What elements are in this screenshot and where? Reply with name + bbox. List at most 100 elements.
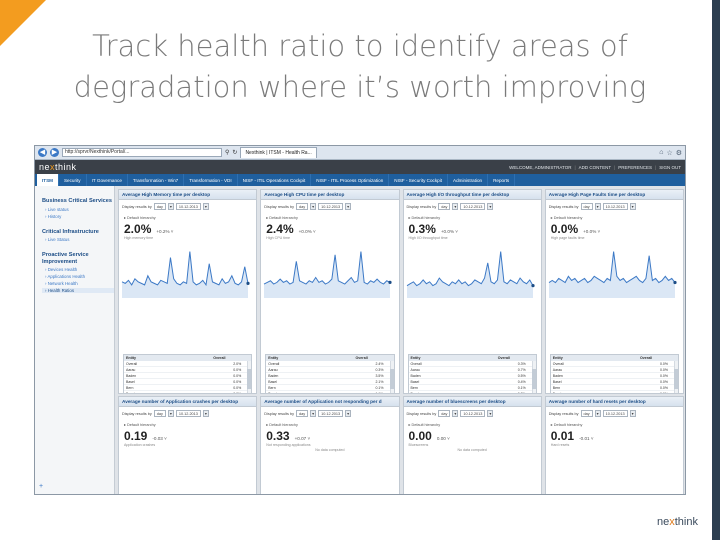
browser-tab[interactable]: Nexthink | ITSM - Health Ra... [240, 147, 317, 158]
table-row[interactable]: Bussigny0.2% [409, 391, 536, 393]
table-row[interactable]: Bern 0.0% [124, 385, 252, 392]
chevron-down-icon[interactable]: ▾ [594, 203, 601, 210]
table-row[interactable]: Overall 2.4% [266, 361, 394, 368]
hierarchy-selector[interactable]: ▸ Default hierarchy [546, 417, 683, 427]
period-select[interactable]: day [153, 203, 166, 210]
preferences-link[interactable]: PREFERENCES [618, 164, 653, 170]
date-field[interactable]: 10.12.2013 [602, 410, 628, 417]
scroll-thumb[interactable] [531, 369, 536, 389]
nav-itil-operations[interactable]: NISF - ITIL Operations Cockpit [238, 174, 312, 186]
table-row[interactable]: Aarau 0.0% [124, 367, 252, 374]
hierarchy-selector[interactable]: ▸ Default hierarchy [261, 210, 398, 220]
refresh-icon[interactable]: ↻ [232, 150, 238, 156]
hierarchy-selector[interactable]: ▸ Default hierarchy [119, 417, 256, 427]
table-row[interactable]: Bern 0.1% [266, 385, 394, 392]
nav-transformation-vdi[interactable]: Transformation - VDI [184, 174, 238, 186]
hierarchy-selector[interactable]: ▸ Default hierarchy [546, 210, 683, 220]
table-scrollbar[interactable] [389, 361, 394, 393]
table-row[interactable]: Baden 0.0% [550, 373, 678, 380]
table-row[interactable]: Aarau 0.0% [550, 367, 678, 374]
home-icon[interactable]: ⌂ [659, 148, 664, 156]
period-select[interactable]: day [438, 203, 451, 210]
star-icon[interactable]: ☆ [666, 149, 673, 157]
chevron-down-icon[interactable]: ▾ [487, 203, 494, 210]
column-header-overall[interactable]: Overall [640, 356, 653, 360]
nav-reports[interactable]: Reports [488, 174, 516, 186]
chevron-down-icon[interactable]: ▾ [310, 410, 317, 417]
chevron-down-icon[interactable]: ▾ [452, 410, 459, 417]
hierarchy-selector[interactable]: ▸ Default hierarchy [404, 210, 541, 220]
column-header-entity[interactable]: Entity [126, 356, 136, 360]
hierarchy-selector[interactable]: ▸ Default hierarchy [119, 210, 256, 220]
date-field[interactable]: 10.12.2013 [460, 203, 486, 210]
nav-itil-process[interactable]: NISF - ITIL Process Optimization [311, 174, 390, 186]
sidebar-item-live-status[interactable]: › Live status [45, 206, 69, 212]
hierarchy-selector[interactable]: ▸ Default hierarchy [261, 417, 398, 427]
scroll-thumb[interactable] [247, 369, 252, 389]
chevron-down-icon[interactable]: ▾ [202, 203, 209, 210]
address-bar[interactable]: http://sprvr/Nexthink/Portal/... [62, 148, 222, 157]
chevron-down-icon[interactable]: ▾ [345, 410, 352, 417]
scroll-thumb[interactable] [674, 369, 678, 389]
chevron-down-icon[interactable]: ▾ [594, 410, 601, 417]
table-row[interactable]: Aarau 0.3% [266, 367, 394, 374]
period-select[interactable]: day [438, 410, 451, 417]
scroll-thumb[interactable] [389, 369, 394, 389]
table-row[interactable]: Bussigny0.0% [551, 391, 678, 393]
add-content-link[interactable]: ADD CONTENT [578, 164, 612, 170]
table-row[interactable]: Baden 0.5% [408, 373, 536, 380]
table-scrollbar[interactable] [674, 361, 678, 393]
column-header-entity[interactable]: Entity [410, 356, 421, 360]
sign-out-link[interactable]: SIGN OUT [659, 164, 681, 170]
date-field[interactable]: 10.12.2013 [318, 203, 344, 210]
chevron-down-icon[interactable]: ▾ [345, 203, 352, 210]
table-row[interactable]: Bern 0.1% [408, 385, 536, 392]
date-field[interactable]: 10.12.2013 [460, 410, 486, 417]
sidebar-item-history[interactable]: › History [45, 213, 62, 219]
chevron-down-icon[interactable]: ▾ [629, 203, 636, 210]
sidebar-item-infra-live-status[interactable]: › Live Status [45, 237, 70, 242]
table-scrollbar[interactable] [531, 361, 536, 393]
period-select[interactable]: day [153, 410, 166, 417]
back-arrow-icon[interactable]: ◀ [38, 148, 47, 157]
add-icon[interactable]: + [39, 483, 44, 490]
app-logo[interactable]: nexthink [39, 162, 77, 172]
column-header-entity[interactable]: Entity [552, 356, 563, 360]
search-icon[interactable]: ⚲ [225, 150, 230, 156]
nav-transformation-win7[interactable]: Transformation - Win7 [128, 174, 185, 186]
table-row[interactable]: Overall 2.0% [124, 361, 252, 368]
nav-security[interactable]: Security [59, 174, 87, 186]
sidebar-item-health-ratios[interactable]: › Health Ratios [42, 288, 114, 293]
chevron-down-icon[interactable]: ▾ [487, 410, 494, 417]
table-row[interactable]: Baden 3.5% [266, 373, 394, 380]
chevron-down-icon[interactable]: ▾ [167, 203, 174, 210]
chevron-down-icon[interactable]: ▾ [310, 203, 317, 210]
nav-it-governance[interactable]: IT Governance [87, 174, 128, 186]
sidebar-item-devices-health[interactable]: › Devices Health [45, 267, 78, 272]
column-header-entity[interactable]: Entity [268, 356, 279, 360]
table-row[interactable]: Bussigny1.1% [266, 391, 393, 393]
table-row[interactable]: Basel 2.1% [266, 379, 394, 386]
chevron-down-icon[interactable]: ▾ [167, 410, 174, 417]
period-select[interactable]: day [296, 203, 309, 210]
table-row[interactable]: Bussigny0.0% [124, 391, 251, 393]
gear-icon[interactable]: ⚙ [675, 149, 682, 157]
column-header-overall[interactable]: Overall [213, 356, 226, 360]
table-row[interactable]: Bern 0.0% [550, 385, 678, 392]
nav-administration[interactable]: Administration [448, 174, 489, 186]
forward-arrow-icon[interactable]: ▶ [50, 148, 59, 157]
table-row[interactable]: Basel 0.0% [550, 379, 678, 386]
nav-security-cockpit[interactable]: NISF - Security Cockpit [389, 174, 448, 186]
date-field[interactable]: 10.12.2013 [602, 203, 628, 210]
date-field[interactable]: 10.12.2013 [175, 410, 201, 417]
column-header-overall[interactable]: Overall [355, 356, 368, 360]
table-row[interactable]: Basel 0.0% [124, 379, 252, 386]
table-scrollbar[interactable] [247, 361, 252, 393]
sidebar-item-network-health[interactable]: › Network Health [45, 281, 78, 286]
table-row[interactable]: Overall 0.0% [550, 361, 678, 368]
hierarchy-selector[interactable]: ▸ Default hierarchy [404, 417, 541, 427]
date-field[interactable]: 10.12.2013 [175, 203, 201, 210]
sidebar-item-applications-health[interactable]: › Applications Health [45, 274, 86, 279]
period-select[interactable]: day [580, 410, 593, 417]
period-select[interactable]: day [296, 410, 309, 417]
